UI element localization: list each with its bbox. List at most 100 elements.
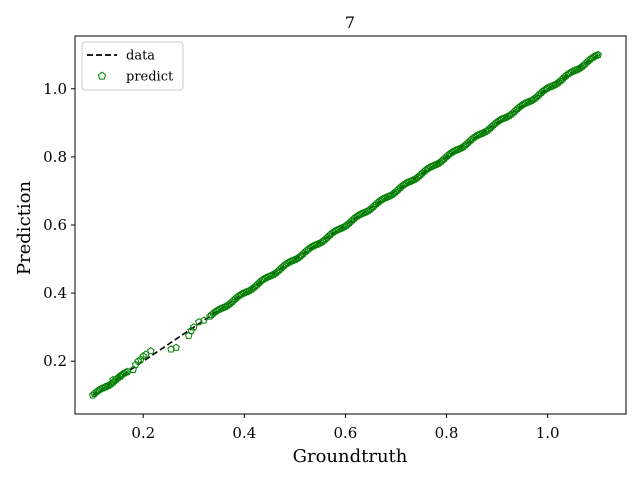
predict-point [429, 161, 438, 169]
predict-point [497, 115, 506, 123]
predict-point [543, 84, 552, 92]
y-tick-label: 0.8 [43, 148, 67, 166]
plot-area [88, 50, 603, 399]
predict-point [542, 84, 550, 93]
legend-predict-marker [97, 71, 107, 80]
predict-point [473, 131, 482, 139]
y-tick-label: 0.4 [43, 284, 67, 302]
predict-point [356, 210, 365, 218]
y-tick-label: 0.2 [43, 352, 67, 370]
legend-box [81, 41, 184, 91]
predict-point [217, 304, 225, 312]
x-axis-ticks: 0.2 0.4 0.6 0.8 1.0 [131, 414, 560, 442]
predict-point [565, 68, 574, 77]
predict-point [451, 146, 460, 154]
predict-point [426, 163, 435, 171]
predict-point [184, 331, 193, 339]
x-tick-label: 0.4 [232, 424, 256, 442]
predict-point [448, 147, 457, 156]
predict-point [592, 51, 601, 59]
predict-point [545, 83, 553, 91]
predict-point [499, 114, 507, 122]
predict-point [236, 290, 244, 299]
predict-point [427, 162, 436, 170]
predict-point [546, 82, 555, 90]
predict-point [524, 97, 533, 106]
predict-point [214, 306, 222, 314]
predict-point [307, 242, 316, 251]
predict-point [237, 290, 246, 298]
data-line [92, 54, 599, 396]
predict-point [264, 272, 273, 280]
predict-point [358, 209, 366, 217]
predict-point [261, 274, 270, 282]
predict-point [134, 357, 143, 365]
predict-point [336, 224, 344, 233]
predict-point [359, 208, 368, 217]
predict-point [378, 195, 387, 203]
predict-point [98, 384, 107, 392]
x-tick-label: 0.2 [131, 424, 155, 442]
predict-point [402, 179, 411, 187]
predict-point [334, 225, 343, 233]
predict-point [172, 343, 180, 351]
predict-point [475, 130, 484, 138]
predict-point [283, 258, 292, 267]
chart-title: 7 [345, 13, 355, 32]
predict-point [239, 289, 248, 297]
predict-point [136, 355, 145, 363]
predict-point [139, 352, 148, 360]
predict-point [332, 226, 341, 234]
predict-point [453, 145, 461, 153]
predict-point [200, 316, 208, 324]
predict-point [286, 257, 295, 265]
predict-point [285, 258, 294, 266]
predict-point [95, 385, 103, 394]
predict-point [122, 368, 130, 376]
predict-point [331, 226, 339, 235]
predict-point [519, 99, 528, 108]
y-tick-label: 0.6 [43, 216, 67, 234]
predict-point [310, 241, 319, 249]
x-tick-label: 0.6 [334, 424, 358, 442]
predict-point [215, 305, 224, 313]
x-axis-label: Groundtruth [293, 446, 408, 467]
legend-predict-label: predict [126, 70, 174, 85]
predict-point [312, 240, 320, 249]
predict-point [450, 147, 458, 155]
legend-data-label: data [126, 49, 155, 64]
predict-point [288, 256, 297, 264]
y-axis-ticks: 0.2 0.4 0.6 0.8 1.0 [43, 80, 75, 370]
predict-point [260, 274, 268, 283]
x-tick-label: 1.0 [536, 424, 560, 442]
predict-point [472, 131, 480, 140]
predict-point [241, 288, 249, 296]
predict-point [569, 67, 577, 75]
predict-point [96, 385, 105, 393]
predict-point [589, 52, 598, 61]
predict-point [189, 323, 198, 331]
predict-point [187, 326, 196, 334]
predict-point [401, 179, 409, 188]
predict-point [521, 99, 530, 107]
y-axis-label: Prediction [14, 181, 35, 276]
predict-point [147, 346, 155, 355]
predict-point [263, 273, 271, 281]
predict-point [591, 52, 599, 60]
x-tick-label: 0.8 [435, 424, 459, 442]
predict-point [477, 129, 485, 138]
predict-point [355, 210, 363, 219]
predict-point [382, 193, 390, 201]
predict-point [496, 115, 504, 124]
predict-point [99, 383, 108, 391]
predict-point [218, 303, 227, 312]
predict-point [116, 372, 125, 380]
y-tick-label: 1.0 [43, 80, 67, 98]
predict-point [500, 113, 509, 122]
predict-point [404, 178, 412, 186]
predict-point [129, 365, 137, 373]
predict-point [109, 375, 117, 384]
predict-point [380, 194, 389, 202]
predict-point [131, 360, 140, 368]
